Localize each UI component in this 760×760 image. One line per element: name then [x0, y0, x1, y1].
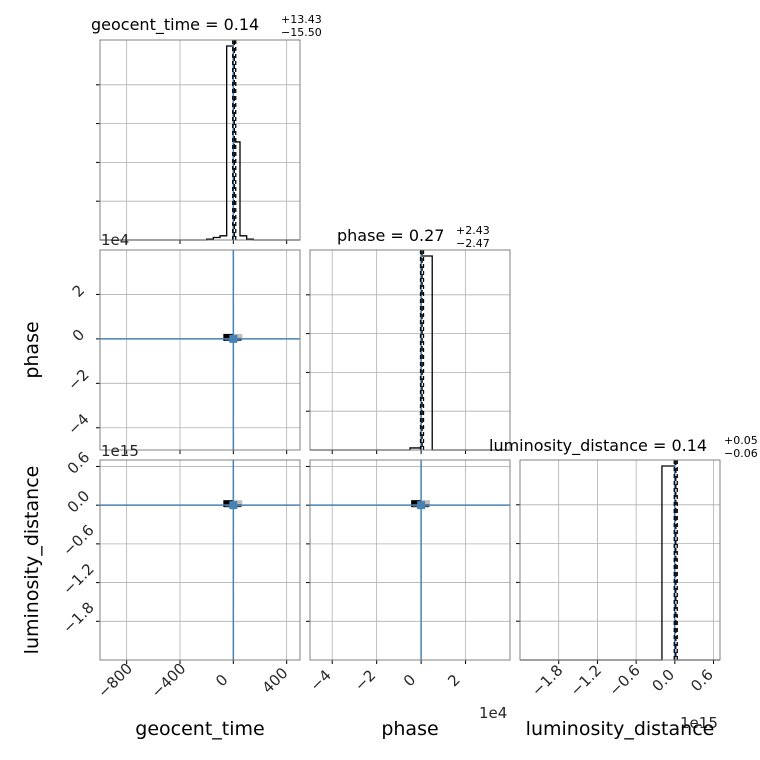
title-luminosity-distance-text: luminosity_distance = 0.14	[489, 436, 707, 456]
title-luminosity-distance-plus: +0.05	[724, 434, 758, 447]
panel-geocent_time-luminosity_distance: −1.8−1.2−0.6 0.0 0.6 −800 −400 0 400	[59, 448, 301, 702]
panel-frame	[519, 459, 721, 661]
tick-label-x-luminosity_distance: −0.6	[605, 661, 643, 699]
truth-marker	[229, 334, 238, 343]
xlabel-phase: phase	[381, 718, 438, 740]
panel-background	[100, 460, 300, 660]
title-phase: phase = 0.27 +2.43 −2.47	[337, 224, 490, 250]
offset-phase-y: 1e4	[101, 231, 129, 249]
density-outer	[233, 500, 243, 508]
panel-geocent_time-phase: −4 −2 0 2	[64, 249, 301, 454]
title-luminosity-distance: luminosity_distance = 0.14 +0.05 −0.06	[489, 434, 758, 460]
tick-label-y-luminosity_distance: −1.8	[59, 599, 97, 637]
tick-label-x-phase: 2	[444, 671, 463, 690]
tick-label-y-luminosity_distance: 0.6	[64, 448, 94, 478]
tick-label-x-geocent_time: 0	[212, 671, 231, 690]
panel-frame	[99, 459, 301, 661]
title-geocent-time-minus: −15.50	[281, 26, 322, 39]
panel-luminosity_distance-luminosity_distance: −1.8 −1.2 −0.6 0.0 0.6	[516, 459, 721, 700]
tick-label-y-luminosity_distance: −0.6	[59, 521, 97, 559]
tick-label-x-luminosity_distance: 0.6	[687, 666, 717, 696]
density-outer	[233, 333, 243, 341]
panel-background	[100, 250, 300, 450]
tick-label-x-geocent_time: 400	[259, 664, 292, 697]
density-core	[411, 500, 422, 508]
density-core	[223, 333, 234, 341]
title-geocent-time: geocent_time = 0.14 +13.43 −15.50	[91, 13, 322, 39]
panel-phase-luminosity_distance: −4 −2 0 2	[306, 459, 511, 695]
tick-label-x-geocent_time: −800	[94, 660, 136, 702]
xlabel-geocent-time: geocent_time	[135, 718, 264, 740]
xlabel-luminosity-distance: luminosity_distance	[526, 718, 715, 740]
tick-label-y-luminosity_distance: −1.2	[59, 560, 97, 598]
panel-frame	[99, 249, 301, 451]
tick-label-x-phase: −4	[307, 666, 335, 694]
title-luminosity-distance-minus: −0.06	[724, 447, 758, 460]
truth-marker	[417, 501, 426, 510]
panel-background	[310, 250, 510, 450]
tick-label-x-phase: −2	[351, 666, 379, 694]
tick-label-x-geocent_time: −400	[148, 660, 190, 702]
panel-frame	[309, 459, 511, 661]
tick-label-x-luminosity_distance: −1.8	[528, 661, 566, 699]
panel-background	[520, 460, 720, 660]
title-phase-plus: +2.43	[456, 224, 490, 237]
truth-marker	[229, 501, 238, 510]
title-geocent-time-plus: +13.43	[281, 13, 322, 26]
tick-label-y-phase: −2	[64, 366, 92, 394]
density-core	[223, 500, 234, 508]
ylabel-phase: phase	[21, 321, 43, 378]
title-phase-text: phase = 0.27	[337, 226, 444, 245]
panel-phase-phase	[306, 249, 511, 454]
offset-luminosity-distance-y: 1e15	[101, 442, 139, 460]
panel-frame	[309, 249, 511, 451]
ylabel-luminosity-distance: luminosity_distance	[21, 466, 43, 655]
offset-luminosity-distance-x: 1e15	[680, 714, 718, 732]
tick-label-x-phase: 0	[400, 671, 419, 690]
tick-label-y-phase: −4	[64, 410, 92, 438]
panel-background	[100, 40, 300, 240]
title-phase-minus: −2.47	[456, 237, 490, 250]
title-geocent-time-text: geocent_time = 0.14	[91, 15, 259, 35]
panel-geocent_time-geocent_time	[96, 39, 301, 244]
panels: −4−202−1.8−1.2−0.60.00.6−800 −400 0 400 −4 −2…	[59, 39, 721, 702]
density-outer	[421, 500, 431, 508]
panel-frame	[99, 39, 301, 241]
panel-background	[310, 460, 510, 660]
tick-label-x-luminosity_distance: 0.0	[649, 666, 679, 696]
tick-label-y-luminosity_distance: 0.0	[64, 487, 94, 517]
offset-phase-x: 1e4	[479, 704, 507, 722]
tick-label-x-luminosity_distance: −1.2	[567, 661, 605, 699]
tick-label-y-phase: 0	[69, 326, 88, 345]
tick-label-y-phase: 2	[69, 281, 88, 300]
